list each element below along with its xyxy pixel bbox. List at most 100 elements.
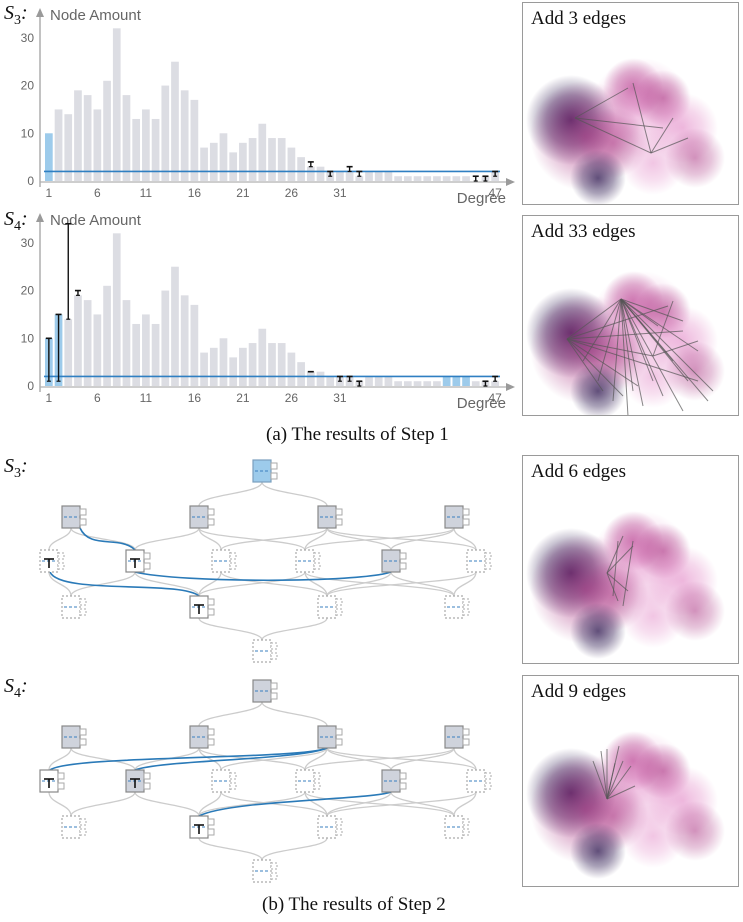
node-box-icon <box>444 725 470 749</box>
bar <box>306 371 315 386</box>
node-slot <box>484 552 492 560</box>
panel-title: Add 33 edges <box>531 221 636 242</box>
bar <box>403 381 412 386</box>
node-slot <box>335 728 343 736</box>
added-edge <box>620 298 684 322</box>
node-slot <box>462 728 470 736</box>
added-edge <box>566 298 622 340</box>
bar <box>229 357 238 386</box>
density-panel-a-s4: Add 33 edges <box>522 215 739 416</box>
bar <box>277 138 286 181</box>
lattice-edge <box>198 481 263 507</box>
added-edge <box>652 300 674 357</box>
added-edge <box>622 540 634 607</box>
y-tick-label: 10 <box>21 331 35 345</box>
panel-title: Add 6 edges <box>531 461 626 482</box>
row-label-s4-b: S4: <box>4 675 28 701</box>
bar <box>423 176 432 181</box>
node-slot <box>462 738 470 746</box>
bar <box>112 28 121 181</box>
bar <box>103 285 111 386</box>
node-box-icon <box>189 505 215 529</box>
lattice-edge-highlighted <box>134 571 392 582</box>
lattice-edge <box>198 571 222 597</box>
lattice-edge <box>198 837 263 861</box>
bar <box>151 323 160 386</box>
lattice-diagram-s3 <box>39 459 492 663</box>
node-box-icon <box>211 769 237 793</box>
lattice-edge-highlighted <box>49 747 328 771</box>
lattice-edge <box>304 747 455 771</box>
node-box-icon <box>61 595 87 619</box>
node-slot <box>270 462 278 470</box>
node-box-icon <box>466 769 492 793</box>
added-edge <box>650 137 689 154</box>
node-box-icon <box>252 639 278 663</box>
added-edge <box>566 338 604 392</box>
node-slot <box>79 818 87 826</box>
node-slot <box>143 562 151 570</box>
bar <box>491 381 499 386</box>
node-slot <box>229 562 237 570</box>
x-tick-label: 21 <box>236 186 250 200</box>
bar <box>161 290 170 386</box>
node-slot <box>335 598 343 606</box>
lattice-edge <box>304 791 455 817</box>
bar <box>209 142 218 181</box>
node-slot <box>399 782 407 790</box>
density-blob <box>621 344 685 408</box>
lattice-edge <box>134 571 200 597</box>
added-edge <box>650 117 674 154</box>
bar <box>64 114 73 181</box>
bar <box>258 123 267 181</box>
bar <box>180 90 189 181</box>
bar <box>365 376 373 386</box>
added-edge <box>597 298 622 382</box>
added-edge <box>606 572 629 592</box>
bar <box>93 314 102 386</box>
lattice-edge <box>326 527 392 551</box>
lattice-edge <box>134 791 200 817</box>
node-slot <box>207 738 215 746</box>
bar <box>180 295 189 386</box>
bar <box>336 171 344 181</box>
density-blobs <box>526 58 725 204</box>
density-map <box>526 271 725 415</box>
lattice-edge <box>304 527 328 551</box>
node-slot <box>484 782 492 790</box>
node-slot <box>79 508 87 516</box>
bar-highlighted <box>462 376 470 386</box>
lattice-edge-highlighted <box>134 747 328 771</box>
x-axis-arrow <box>506 383 515 391</box>
y-axis-label: Node Amount <box>50 212 142 229</box>
bar <box>132 118 141 181</box>
density-blob <box>570 363 626 415</box>
x-tick-label: 11 <box>140 391 153 405</box>
added-edge <box>652 340 699 357</box>
node-box-icon <box>295 769 321 793</box>
node-slot <box>335 828 343 836</box>
bar-highlighted <box>452 376 461 386</box>
lattice-edge <box>198 527 222 551</box>
bar <box>142 314 150 386</box>
node-box-icon <box>444 505 470 529</box>
bar <box>93 109 102 181</box>
bar <box>142 109 150 181</box>
y-tick-label: 10 <box>21 126 35 140</box>
x-tick-label: 1 <box>46 186 53 200</box>
bar-highlighted <box>442 376 451 386</box>
node-slot <box>143 772 151 780</box>
node-slot <box>462 598 470 606</box>
node-box-icon <box>189 815 215 839</box>
y-axis-label: Node Amount <box>50 7 142 24</box>
lattice-edge-highlighted <box>79 527 136 551</box>
node-slot <box>79 728 87 736</box>
node-slot <box>313 562 321 570</box>
lattice-edge <box>453 747 477 771</box>
added-edge <box>620 298 634 392</box>
x-tick-label: 16 <box>188 391 202 405</box>
added-edge <box>606 572 619 602</box>
lattice-edge <box>326 791 477 817</box>
x-tick-label: 1 <box>46 391 53 405</box>
lattice-edge <box>48 527 72 551</box>
